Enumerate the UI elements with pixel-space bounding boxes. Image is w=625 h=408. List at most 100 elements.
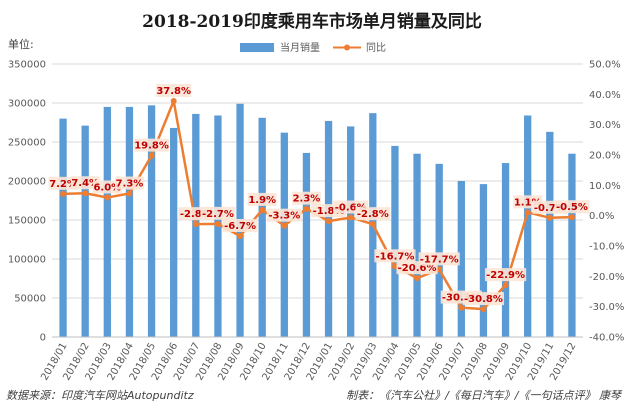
bar: [546, 131, 554, 337]
chart-title: 2018-2019印度乘用车市场单月销量及同比: [142, 11, 482, 32]
line-point: [568, 214, 575, 221]
bar: [280, 132, 288, 337]
data-label-bg: [484, 268, 527, 282]
line-point: [303, 205, 310, 212]
data-label-bg: [418, 252, 460, 266]
line-point: [281, 222, 288, 229]
data-label-bg: [134, 138, 170, 152]
line-point: [170, 98, 177, 105]
y-left-tick-label: 300000: [8, 99, 46, 110]
data-label: -1.8%: [313, 206, 345, 217]
y-right-tick-label: -20.0%: [589, 272, 624, 283]
data-label: 7.3%: [116, 179, 144, 190]
legend-bar-label: 当月销量: [280, 41, 320, 54]
data-label: -0.7%: [534, 203, 566, 214]
footer-source: 数据来源：印度汽车网站Autopunditz: [6, 389, 194, 402]
bar: [435, 163, 443, 337]
y-left-tick-label: 150000: [8, 216, 46, 227]
data-label-bg: [355, 207, 391, 221]
legend-line-label: 同比: [366, 42, 386, 54]
footer-credit: 制表：《汽车公社》/《每日汽车》/《一句话点评》 康琴: [346, 389, 623, 402]
line-point: [148, 152, 155, 159]
data-label-bg: [554, 200, 590, 214]
bar: [81, 125, 89, 338]
data-label: -30.3%: [442, 293, 481, 304]
y-right-tick-label: 20.0%: [589, 151, 621, 162]
line-point: [325, 218, 332, 225]
y-right-tick-label: -40.0%: [589, 333, 624, 344]
bar: [103, 106, 111, 338]
data-label: 6.0%: [93, 182, 121, 193]
line-point: [458, 304, 465, 311]
data-label: -2.8%: [357, 209, 389, 220]
bar: [347, 126, 355, 338]
data-label: 1.9%: [248, 195, 276, 206]
data-label: -22.9%: [486, 270, 525, 281]
data-label-bg: [92, 180, 122, 194]
bar: [568, 153, 576, 337]
bar: [479, 184, 488, 337]
y-left-tick-label: 0: [40, 333, 46, 344]
line-point: [546, 214, 553, 221]
bar: [125, 106, 134, 338]
data-label-bg: [70, 176, 100, 190]
data-label-bg: [462, 292, 505, 306]
bar: [391, 145, 399, 337]
line-point: [259, 206, 266, 213]
line-point: [502, 282, 509, 289]
data-label-bg: [292, 191, 321, 205]
x-axis: 2018/012018/022018/032018/042018/052018/…: [39, 336, 583, 382]
line-point: [480, 306, 487, 313]
y-right-tick-label: 10.0%: [589, 181, 621, 192]
data-label: -6.7%: [224, 221, 256, 232]
y-right-tick-label: 50.0%: [589, 60, 621, 71]
y-right-tick-label: 40.0%: [589, 90, 621, 101]
bar: [501, 163, 510, 337]
line-point: [524, 209, 531, 216]
line-point: [347, 214, 354, 221]
line-point: [237, 232, 244, 239]
data-label: -17.7%: [420, 254, 459, 265]
data-label: 1.1%: [514, 197, 542, 208]
data-label: -2.8%: [180, 209, 212, 220]
y-left-tick-label: 250000: [8, 138, 46, 149]
y-right-tick-label: -10.0%: [589, 242, 624, 253]
data-label-bg: [266, 208, 302, 222]
bar: [302, 152, 311, 337]
data-label-bg: [222, 218, 258, 232]
data-label: 7.2%: [49, 179, 77, 190]
data-label: -0.6%: [335, 202, 367, 213]
y-right-tick-label: 0.0%: [589, 211, 614, 222]
bar: [147, 105, 156, 337]
y-unit-label: 单位:: [8, 37, 34, 51]
data-label: 19.8%: [134, 141, 169, 152]
bar: [59, 118, 67, 337]
y-right-tick-label: 30.0%: [589, 120, 621, 131]
y-left-tick-label: 50000: [14, 294, 46, 305]
bar: [457, 181, 465, 337]
bar: [258, 117, 266, 337]
data-label: -0.5%: [556, 202, 588, 213]
y-left-tick-label: 100000: [8, 255, 46, 266]
line-point: [60, 190, 67, 197]
bar: [324, 120, 333, 337]
data-label-bg: [156, 84, 192, 98]
line-point: [436, 266, 443, 273]
y-right-tick-label: -30.0%: [589, 302, 624, 313]
y-axis-right: -40.0% -30.0% -20.0% -10.0% 0.0% 10.0% 20.0% 30…: [589, 60, 624, 344]
y-left-tick-label: 200000: [8, 177, 46, 188]
data-label: 7.4%: [71, 178, 99, 189]
bar: [170, 127, 178, 338]
data-label: -20.6%: [398, 263, 437, 274]
y-left-tick-label: 350000: [8, 60, 46, 71]
data-label: 2.3%: [293, 194, 321, 205]
data-label-bg: [115, 176, 144, 190]
data-label: -30.8%: [464, 294, 503, 305]
data-label-bg: [247, 192, 277, 206]
bar: [413, 153, 421, 337]
data-label: -3.3%: [268, 211, 300, 222]
line-point: [369, 221, 376, 228]
legend-bar-swatch: [240, 43, 274, 52]
legend: 当月销量 同比: [240, 41, 386, 54]
